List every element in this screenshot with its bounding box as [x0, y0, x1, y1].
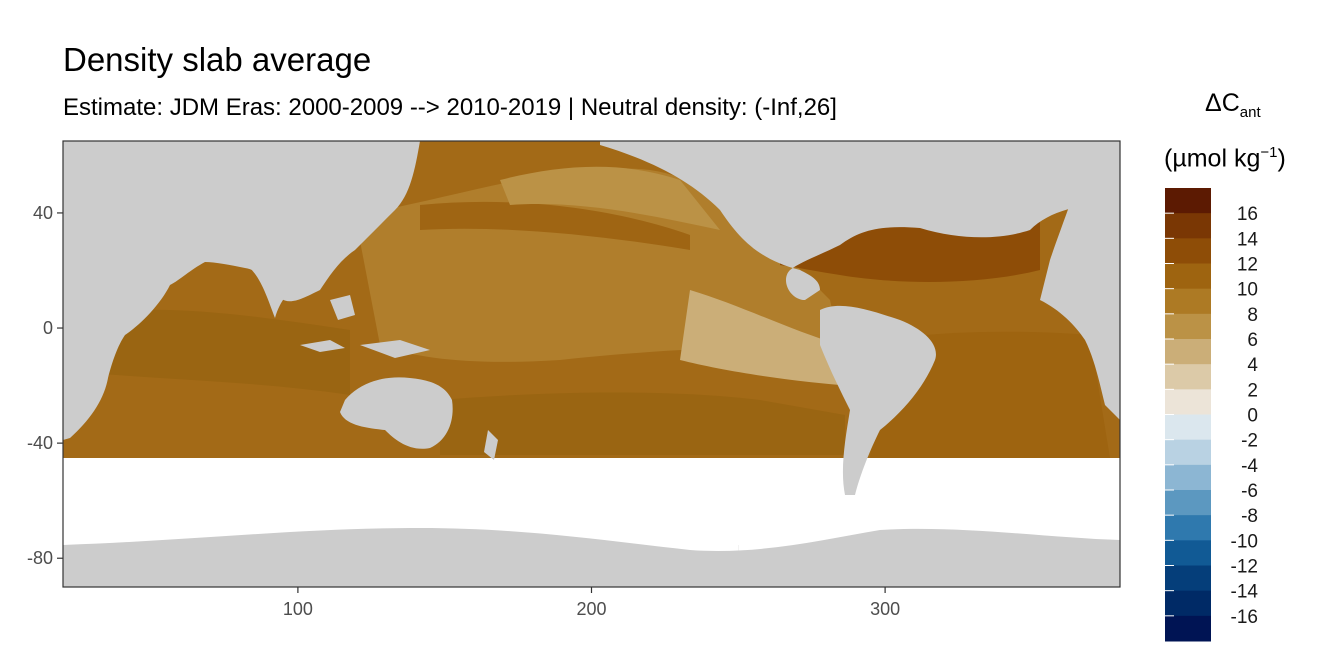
legend-label: 16	[1237, 204, 1258, 225]
legend-label: 4	[1247, 355, 1258, 376]
legend-swatch	[1165, 490, 1211, 516]
islands-newguinea	[360, 340, 430, 358]
new-zealand	[484, 430, 498, 460]
afro-eurasia-west	[63, 141, 420, 440]
ocean-south-pacific-band	[440, 392, 845, 455]
legend-swatch	[1165, 464, 1211, 491]
legend-label: 14	[1237, 229, 1259, 250]
y-tick-label: 0	[43, 318, 53, 338]
x-axis: 100 200 300	[283, 587, 900, 619]
legend-label: -2	[1241, 431, 1258, 452]
ocean-subarctic-pacific	[500, 166, 720, 230]
india	[250, 268, 298, 318]
legend-label: -16	[1231, 607, 1258, 628]
y-tick-label: -80	[27, 548, 53, 568]
legend-swatch	[1165, 213, 1211, 239]
legend-label: -6	[1241, 481, 1258, 502]
africa-wrap	[1040, 141, 1120, 420]
south-america	[820, 305, 936, 495]
legend-label: -10	[1231, 531, 1258, 552]
land-masses	[63, 141, 1120, 587]
x-tick-label: 300	[870, 599, 900, 619]
legend-label: 6	[1247, 330, 1258, 351]
islands-borneo	[330, 295, 355, 320]
legend-unit: (µmol kg−1)	[1164, 144, 1286, 173]
legend-swatch	[1165, 439, 1211, 466]
y-tick-label: -40	[27, 433, 53, 453]
legend-swatch	[1165, 515, 1211, 541]
legend-label: -8	[1241, 506, 1258, 527]
north-america	[600, 141, 1120, 300]
legend-swatch	[1165, 590, 1211, 617]
legend-swatch	[1165, 288, 1211, 315]
legend-label: 2	[1247, 380, 1258, 401]
chart-subtitle: Estimate: JDM Eras: 2000-2009 --> 2010-2…	[63, 94, 837, 121]
legend-swatch	[1165, 615, 1211, 642]
ocean-indian-band	[63, 309, 350, 395]
legend-swatch	[1165, 540, 1211, 566]
legend-label: 10	[1237, 280, 1258, 301]
islands-sunda	[300, 340, 345, 352]
ocean-east-tropical-pacific	[680, 290, 840, 385]
chart-title: Density slab average	[63, 41, 372, 78]
australia	[340, 377, 453, 449]
y-tick-label: 40	[33, 203, 53, 223]
legend-label: -4	[1241, 456, 1258, 477]
legend-labels: 16 14 12 10 8 6 4 2 0 -2 -4 -6 -8 -10 -12 -14 -16	[1165, 204, 1258, 628]
legend-swatch	[1165, 188, 1211, 214]
legend-swatch	[1165, 389, 1211, 415]
legend-swatch	[1165, 313, 1211, 340]
antarctica	[63, 528, 1120, 587]
x-tick-label: 200	[576, 599, 606, 619]
legend-label: -14	[1231, 582, 1259, 603]
x-tick-label: 100	[283, 599, 313, 619]
ocean-npacific-band	[420, 201, 690, 250]
legend-swatch	[1165, 364, 1211, 390]
legend-swatch	[1165, 565, 1211, 592]
legend-swatch	[1165, 263, 1211, 290]
legend-label: -12	[1231, 557, 1258, 578]
legend-swatch	[1165, 414, 1211, 441]
legend-label: 0	[1247, 406, 1258, 427]
legend-colorbar	[1165, 188, 1211, 642]
legend-label: 12	[1237, 255, 1258, 276]
y-axis: 40 0 -40 -80	[27, 203, 63, 568]
legend-title: ΔCant	[1205, 89, 1261, 121]
legend-swatch	[1165, 238, 1211, 264]
legend-swatch	[1165, 339, 1211, 365]
legend-label: 8	[1247, 305, 1258, 326]
